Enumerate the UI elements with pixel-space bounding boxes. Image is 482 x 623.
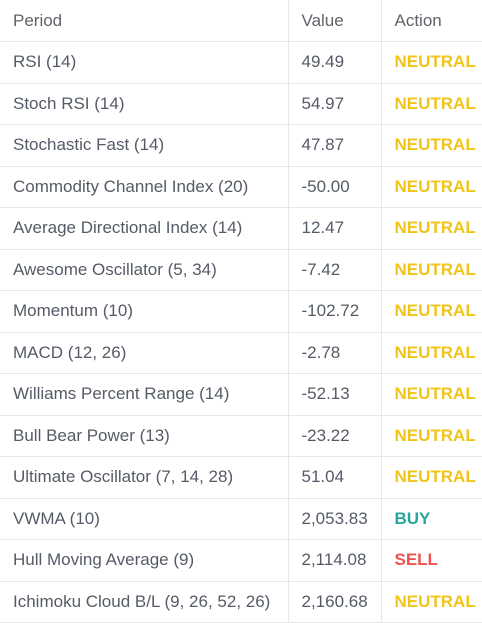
action-badge: SELL	[381, 539, 482, 582]
indicator-name: RSI (14)	[0, 41, 289, 84]
header-action: Action	[381, 0, 482, 42]
header-value: Value	[288, 0, 382, 42]
indicator-name: Williams Percent Range (14)	[0, 373, 289, 416]
indicator-value: 51.04	[288, 456, 382, 499]
indicator-value: 47.87	[288, 124, 382, 167]
indicator-name: Momentum (10)	[0, 290, 289, 333]
table-row: Hull Moving Average (9) 2,114.08 SELL	[0, 539, 482, 582]
table-row: Average Directional Index (14) 12.47 NEUTR…	[0, 207, 482, 250]
table-header: Period Value Action	[0, 0, 482, 42]
table-row: Williams Percent Range (14) -52.13 NEUTRAL	[0, 373, 482, 416]
indicator-value: 2,160.68	[288, 581, 382, 623]
header-period: Period	[0, 0, 289, 42]
table-row: Stochastic Fast (14) 47.87 NEUTRAL	[0, 124, 482, 167]
indicator-name: MACD (12, 26)	[0, 332, 289, 374]
action-badge: NEUTRAL	[381, 456, 482, 499]
indicator-value: 12.47	[288, 207, 382, 250]
table-row: Momentum (10) -102.72 NEUTRAL	[0, 290, 482, 333]
action-badge: NEUTRAL	[381, 83, 482, 125]
action-badge: NEUTRAL	[381, 581, 482, 623]
action-badge: NEUTRAL	[381, 124, 482, 167]
action-badge: BUY	[381, 498, 482, 540]
action-badge: NEUTRAL	[381, 249, 482, 291]
indicator-name: Average Directional Index (14)	[0, 207, 289, 250]
action-badge: NEUTRAL	[381, 166, 482, 208]
table-row: Commodity Channel Index (20) -50.00 NEUTRA…	[0, 166, 482, 208]
indicator-name: Hull Moving Average (9)	[0, 539, 289, 582]
indicator-value: -2.78	[288, 332, 382, 374]
indicator-value: -102.72	[288, 290, 382, 333]
indicator-value: -23.22	[288, 415, 382, 457]
table-row: Ichimoku Cloud B/L (9, 26, 52, 26) 2,160.…	[0, 581, 482, 623]
indicator-name: Commodity Channel Index (20)	[0, 166, 289, 208]
table-body: RSI (14) 49.49 NEUTRAL Stoch RSI (14) 54.97 N…	[0, 41, 482, 623]
action-badge: NEUTRAL	[381, 332, 482, 374]
indicator-name: Awesome Oscillator (5, 34)	[0, 249, 289, 291]
action-badge: NEUTRAL	[381, 373, 482, 416]
indicator-name: Ultimate Oscillator (7, 14, 28)	[0, 456, 289, 499]
action-badge: NEUTRAL	[381, 290, 482, 333]
indicator-value: 49.49	[288, 41, 382, 84]
indicator-name: Bull Bear Power (13)	[0, 415, 289, 457]
indicator-name: VWMA (10)	[0, 498, 289, 540]
indicator-name: Stoch RSI (14)	[0, 83, 289, 125]
action-badge: NEUTRAL	[381, 41, 482, 84]
indicator-value: -52.13	[288, 373, 382, 416]
indicator-value: 54.97	[288, 83, 382, 125]
indicator-name: Stochastic Fast (14)	[0, 124, 289, 167]
action-badge: NEUTRAL	[381, 207, 482, 250]
table-row: Stoch RSI (14) 54.97 NEUTRAL	[0, 83, 482, 125]
table-row: Awesome Oscillator (5, 34) -7.42 NEUTRAL	[0, 249, 482, 291]
table-row: RSI (14) 49.49 NEUTRAL	[0, 41, 482, 84]
header-row: Period Value Action	[0, 0, 482, 42]
indicator-value: -7.42	[288, 249, 382, 291]
action-badge: NEUTRAL	[381, 415, 482, 457]
table-row: Bull Bear Power (13) -23.22 NEUTRAL	[0, 415, 482, 457]
indicator-name: Ichimoku Cloud B/L (9, 26, 52, 26)	[0, 581, 289, 623]
table-row: MACD (12, 26) -2.78 NEUTRAL	[0, 332, 482, 374]
table-row: VWMA (10) 2,053.83 BUY	[0, 498, 482, 540]
indicator-value: 2,053.83	[288, 498, 382, 540]
table-row: Ultimate Oscillator (7, 14, 28) 51.04 NEUT…	[0, 456, 482, 499]
indicator-value: 2,114.08	[288, 539, 382, 582]
indicator-value: -50.00	[288, 166, 382, 208]
